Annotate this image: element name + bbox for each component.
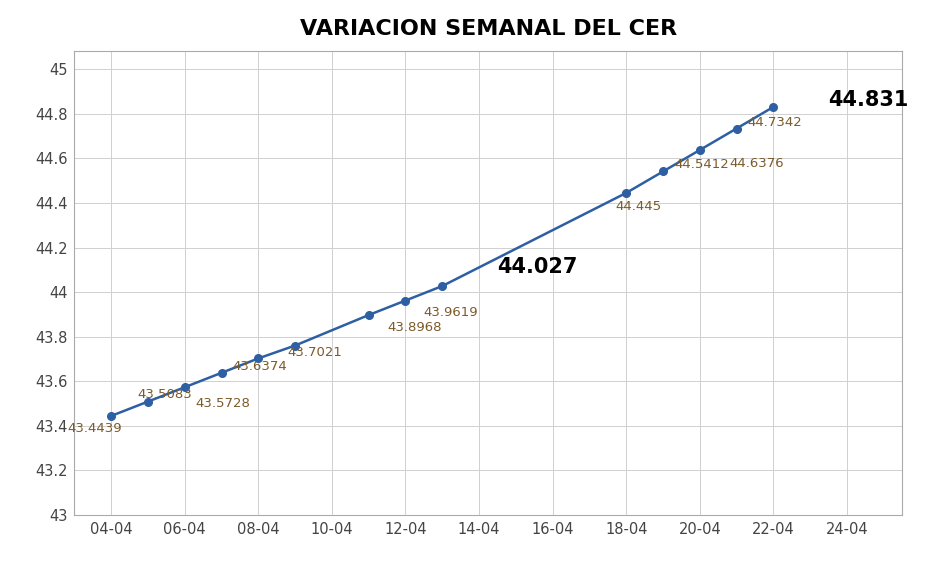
Title: VARIACION SEMANAL DEL CER: VARIACION SEMANAL DEL CER — [299, 19, 677, 39]
Text: 43.5728: 43.5728 — [196, 398, 251, 411]
Text: 44.6376: 44.6376 — [729, 157, 784, 170]
Text: 43.7021: 43.7021 — [287, 346, 342, 359]
Text: 44.5412: 44.5412 — [674, 158, 729, 172]
Text: 44.831: 44.831 — [829, 90, 909, 110]
Text: 44.027: 44.027 — [498, 257, 578, 277]
Text: 43.8968: 43.8968 — [387, 321, 442, 334]
Text: 44.7342: 44.7342 — [748, 117, 803, 129]
Text: 43.5083: 43.5083 — [137, 388, 192, 402]
Text: 43.9619: 43.9619 — [424, 306, 479, 319]
Text: 43.4439: 43.4439 — [67, 422, 122, 435]
Text: 43.6374: 43.6374 — [232, 360, 287, 372]
Text: 44.445: 44.445 — [615, 200, 661, 213]
